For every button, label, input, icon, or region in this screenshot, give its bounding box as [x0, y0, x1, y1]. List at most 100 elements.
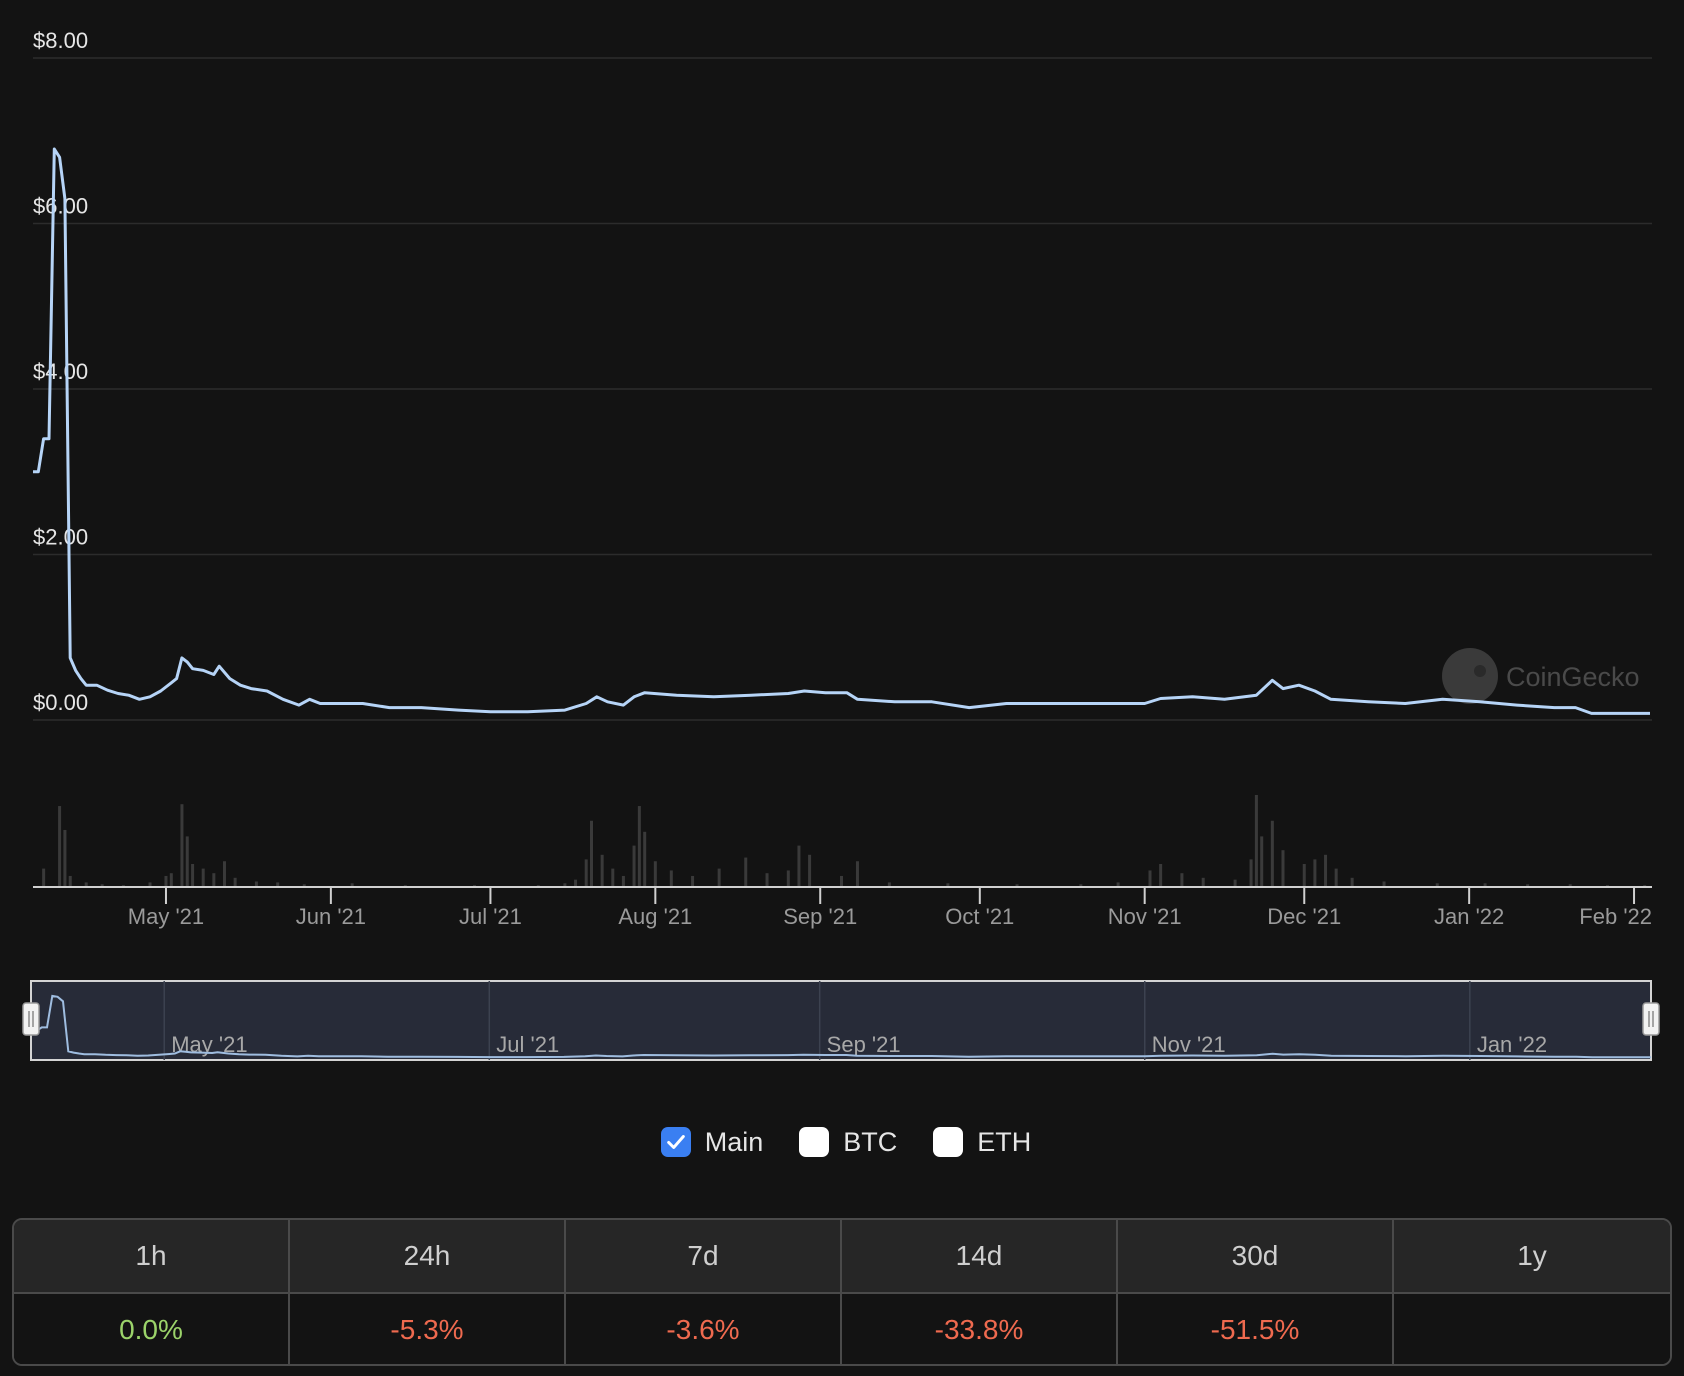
volume-bar — [1435, 883, 1439, 887]
volume-bar — [1281, 850, 1285, 887]
volume-bar — [855, 861, 859, 887]
volume-bar — [691, 875, 695, 887]
eth-checkbox[interactable] — [933, 1127, 964, 1157]
toggle-btc[interactable]: BTC — [799, 1127, 897, 1158]
toggle-label-main: Main — [704, 1126, 764, 1157]
x-tick-label: Jul '21 — [459, 904, 522, 929]
volume-bar — [637, 806, 641, 887]
price-chart[interactable]: $0.00 $2.00 $4.00 $6.00 $8.00 CoinGecko May … — [0, 0, 1684, 1100]
x-tick-label: Aug '21 — [618, 904, 692, 929]
volume-bar — [1334, 868, 1338, 887]
navigator-window[interactable] — [30, 980, 1652, 1061]
change-7d: -3.6% — [566, 1294, 842, 1364]
y-tick-label: $0.00 — [33, 690, 88, 715]
volume-bar — [148, 882, 152, 887]
volume-bar — [233, 877, 237, 887]
header-1y: 1y — [1394, 1220, 1670, 1294]
x-tick-label: Dec '21 — [1267, 904, 1341, 929]
y-tick-label: $6.00 — [33, 194, 88, 219]
volume-bar — [669, 870, 673, 887]
volume-bar — [621, 875, 625, 887]
x-tick-label: May '21 — [128, 904, 204, 929]
navigator-right-handle[interactable] — [1642, 1002, 1660, 1036]
change-24h: -5.3% — [290, 1294, 566, 1364]
checkmark-icon — [666, 1135, 685, 1149]
volume-bar — [212, 873, 216, 887]
volume-bar — [563, 883, 567, 887]
volume-bar — [1159, 864, 1163, 887]
volume-bar — [717, 868, 721, 887]
volume-bar — [191, 864, 195, 887]
volume-bar — [1313, 859, 1317, 887]
volume-bar — [632, 845, 636, 887]
x-tick-label: Feb '22 — [1579, 904, 1652, 929]
navigator-tick-label: Sep '21 — [827, 1032, 901, 1057]
volume-bar — [1526, 884, 1530, 887]
range-navigator[interactable]: May '21 Jul '21 Sep '21 Nov '21 Jan '22 — [22, 980, 1660, 1061]
header-24h: 24h — [290, 1220, 566, 1294]
toggle-main[interactable]: Main — [660, 1126, 764, 1158]
volume-bar — [1148, 870, 1152, 887]
volume-bar — [185, 836, 189, 887]
navigator-tick-label: Jan '22 — [1477, 1032, 1547, 1057]
volume-bar — [1015, 884, 1019, 887]
volume-bar — [1302, 864, 1306, 887]
toggle-label-btc: BTC — [843, 1126, 898, 1157]
header-30d: 30d — [1118, 1220, 1394, 1294]
volume-bar — [1568, 884, 1572, 887]
volume-bar — [887, 882, 891, 887]
toggle-eth[interactable]: ETH — [933, 1127, 1031, 1158]
volume-bar — [840, 875, 843, 887]
volume-bar — [42, 868, 46, 887]
volume-bar — [1249, 859, 1253, 887]
volume-bar — [1260, 836, 1264, 887]
volume-bar — [1233, 879, 1237, 887]
navigator-left-handle[interactable] — [22, 1002, 40, 1036]
volume-bar — [1079, 884, 1083, 887]
volume-bar — [169, 873, 173, 887]
volume-bar — [643, 831, 647, 887]
volume-bar — [254, 881, 258, 887]
volume-bar — [1201, 877, 1205, 887]
volume-bar — [58, 806, 62, 887]
volume-bar — [302, 884, 306, 887]
volume-bar — [786, 870, 790, 887]
y-tick-label: $8.00 — [33, 28, 88, 53]
x-tick-label: Jan '22 — [1434, 904, 1504, 929]
x-tick-label: Nov '21 — [1108, 904, 1182, 929]
navigator-tick-label: Jul '21 — [496, 1032, 559, 1057]
series-toggles: Main BTC ETH — [0, 1122, 1684, 1162]
volume-bar — [1382, 881, 1386, 887]
volume-bar — [765, 873, 769, 887]
header-14d: 14d — [842, 1220, 1118, 1294]
volume-bar — [180, 804, 184, 887]
volume-bar — [1350, 877, 1354, 887]
volume-bar — [1270, 820, 1274, 887]
volume-bar — [1180, 873, 1184, 887]
volume-bar — [222, 861, 226, 887]
volume-bar — [1483, 883, 1487, 887]
volume-bar — [600, 854, 604, 887]
volume-bar — [946, 883, 950, 887]
volume-bar — [590, 820, 594, 887]
volume-bar — [100, 884, 104, 887]
navigator-line — [31, 994, 1651, 1059]
price-line — [33, 147, 1650, 715]
header-1h: 1h — [14, 1220, 290, 1294]
price-chart-svg[interactable]: $0.00 $2.00 $4.00 $6.00 $8.00 CoinGecko May … — [0, 0, 1684, 1100]
header-7d: 7d — [566, 1220, 842, 1294]
navigator-tick-label: Nov '21 — [1152, 1032, 1226, 1057]
x-tick-label: Jun '21 — [296, 904, 366, 929]
x-tick-label: Oct '21 — [945, 904, 1014, 929]
main-checkbox[interactable] — [660, 1127, 691, 1157]
volume-bar — [63, 829, 67, 887]
volume-bar — [350, 883, 354, 887]
change-14d: -33.8% — [842, 1294, 1118, 1364]
gecko-logo-icon — [1442, 648, 1498, 704]
volume-bar — [1116, 882, 1120, 887]
btc-checkbox[interactable] — [799, 1127, 830, 1157]
volume-bar — [653, 861, 657, 887]
volume-bar — [797, 845, 801, 887]
volume-bar — [744, 857, 748, 887]
change-1h: 0.0% — [14, 1294, 290, 1364]
